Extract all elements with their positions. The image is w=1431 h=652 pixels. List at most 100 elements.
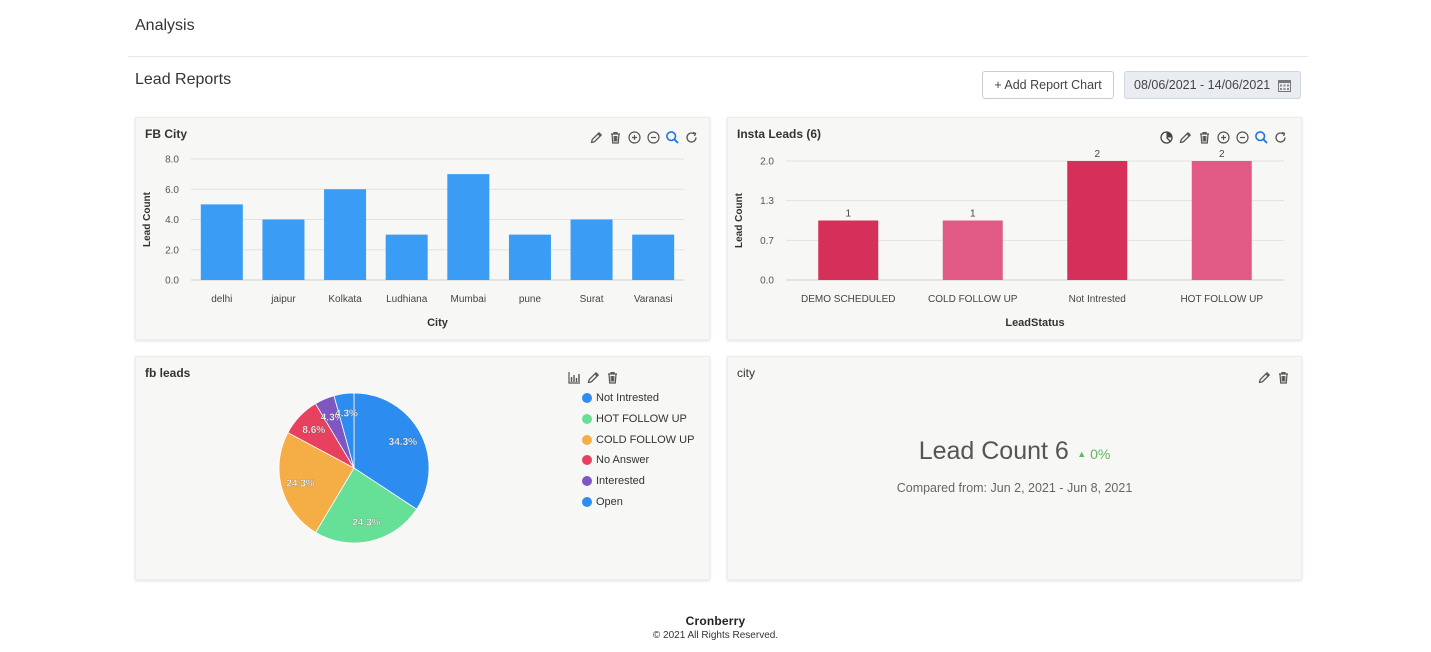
bar-chart-icon[interactable]: [567, 370, 582, 385]
pie-slice[interactable]: [278, 432, 355, 534]
date-range-picker[interactable]: 08/06/2021 - 14/06/2021: [1124, 71, 1301, 99]
zoom-out-icon[interactable]: [646, 130, 661, 145]
legend-item[interactable]: Open: [582, 491, 694, 512]
x-axis-title: LeadStatus: [1005, 317, 1064, 329]
fb-city-toolbar: [589, 130, 699, 145]
pie-slice[interactable]: [333, 392, 355, 469]
edit-icon[interactable]: [586, 370, 601, 385]
bar[interactable]: [385, 234, 428, 280]
x-tick-label: Surat: [580, 294, 604, 305]
legend-item[interactable]: Interested: [582, 471, 694, 492]
zoom-in-icon[interactable]: [1216, 130, 1231, 145]
pie-slice-label: 24.3%: [286, 478, 314, 489]
pie-slice[interactable]: [315, 467, 418, 544]
refresh-icon[interactable]: [1273, 130, 1288, 145]
bar[interactable]: [570, 219, 613, 281]
legend-swatch: [582, 434, 592, 445]
pie-slice-label: 24.3%: [352, 518, 380, 529]
city-card-title: city: [737, 366, 755, 380]
fb-city-title: FB City: [145, 127, 187, 141]
y-axis-title: Lead Count: [142, 191, 153, 247]
legend-label: HOT FOLLOW UP: [596, 413, 687, 426]
bar[interactable]: [324, 189, 367, 280]
bar[interactable]: [447, 174, 490, 280]
up-arrow-icon: ▲: [1077, 449, 1087, 459]
x-tick-label: pune: [519, 294, 542, 305]
fb-leads-legend: Not Intrested HOT FOLLOW UP COLD FOLLOW UP…: [582, 388, 694, 512]
edit-icon[interactable]: [589, 130, 604, 145]
fb-leads-title: fb leads: [145, 366, 191, 380]
page-title: Analysis: [135, 17, 195, 34]
data-label: 2: [1219, 149, 1225, 160]
pie-slice-label: 8.6%: [302, 425, 325, 436]
bar[interactable]: [942, 220, 1003, 281]
insta-leads-title: Insta Leads (6): [737, 127, 822, 141]
pie-slice-label: 34.3%: [389, 437, 417, 448]
legend-item[interactable]: No Answer: [582, 450, 694, 471]
legend-label: Not Intrested: [596, 392, 659, 405]
bar[interactable]: [818, 220, 879, 281]
kpi-compare: Compared from: Jun 2, 2021 - Jun 8, 2021: [896, 481, 1133, 495]
bar[interactable]: [1191, 161, 1252, 280]
edit-icon[interactable]: [1178, 130, 1193, 145]
legend-swatch: [582, 496, 592, 507]
legend-item[interactable]: Not Intrested: [582, 388, 694, 409]
x-tick-label: HOT FOLLOW UP: [1180, 294, 1263, 305]
y-tick-label: 0.7: [760, 236, 774, 247]
y-tick-label: 4.0: [165, 215, 179, 226]
section-title: Lead Reports: [135, 71, 232, 88]
footer: Cronberry © 2021 All Rights Reserved.: [0, 614, 1431, 641]
data-label: 1: [845, 209, 851, 220]
fb-leads-toolbar: [567, 370, 620, 385]
pie-slice-label: 4.3%: [321, 412, 344, 423]
trash-icon[interactable]: [1276, 370, 1291, 385]
trash-icon[interactable]: [605, 370, 620, 385]
bar[interactable]: [200, 204, 243, 280]
trash-icon[interactable]: [1197, 130, 1212, 145]
x-tick-label: Ludhiana: [386, 294, 428, 305]
y-tick-label: 8.0: [165, 155, 179, 166]
data-label: 1: [970, 209, 976, 220]
legend-item[interactable]: COLD FOLLOW UP: [582, 429, 694, 450]
kpi-change: ▲ 0%: [1077, 446, 1110, 462]
legend-label: COLD FOLLOW UP: [596, 433, 695, 446]
legend-label: No Answer: [596, 454, 650, 467]
legend-label: Interested: [596, 475, 645, 488]
add-report-chart-button[interactable]: + Add Report Chart: [982, 71, 1114, 99]
x-tick-label: jaipur: [270, 294, 296, 305]
footer-brand: Cronberry: [685, 614, 746, 628]
kpi-value: Lead Count 6: [918, 437, 1069, 465]
legend-item[interactable]: HOT FOLLOW UP: [582, 409, 694, 430]
pie-chart-icon[interactable]: [1159, 130, 1174, 145]
legend-swatch: [582, 476, 592, 487]
zoom-out-icon[interactable]: [1235, 130, 1250, 145]
bar[interactable]: [1067, 161, 1128, 280]
date-range-value: 08/06/2021 - 14/06/2021: [1134, 78, 1271, 92]
legend-swatch: [582, 455, 592, 466]
bar[interactable]: [508, 234, 551, 280]
footer-copyright: © 2021 All Rights Reserved.: [652, 630, 779, 641]
y-tick-label: 6.0: [165, 185, 179, 196]
bar[interactable]: [262, 219, 305, 281]
kpi-block: Lead Count 6 ▲ 0%: [728, 437, 1301, 466]
x-tick-label: delhi: [211, 294, 232, 305]
search-icon[interactable]: [1254, 130, 1269, 145]
insta-leads-toolbar: [1159, 130, 1288, 145]
y-tick-label: 0.0: [760, 276, 774, 287]
x-tick-label: Kolkata: [328, 294, 362, 305]
bar[interactable]: [632, 234, 675, 280]
x-axis-title: City: [427, 317, 449, 329]
city-card-toolbar: [1257, 370, 1291, 385]
x-tick-label: Varanasi: [634, 294, 673, 305]
trash-icon[interactable]: [608, 130, 623, 145]
refresh-icon[interactable]: [684, 130, 699, 145]
x-tick-label: COLD FOLLOW UP: [928, 294, 1018, 305]
y-tick-label: 1.3: [760, 196, 774, 207]
search-icon[interactable]: [665, 130, 680, 145]
calendar-icon[interactable]: [1278, 79, 1291, 95]
kpi-change-value: 0%: [1090, 446, 1111, 462]
fb-leads-card: fb leads 34.3% 24.3% 24.3% 8.6% 4.3% 4.3% Not…: [135, 356, 710, 580]
edit-icon[interactable]: [1257, 370, 1272, 385]
fb-city-card: FB City 0.0 2.0 4.0 6.0 8.0 delhi jaipur Kolkat…: [135, 117, 710, 340]
zoom-in-icon[interactable]: [627, 130, 642, 145]
